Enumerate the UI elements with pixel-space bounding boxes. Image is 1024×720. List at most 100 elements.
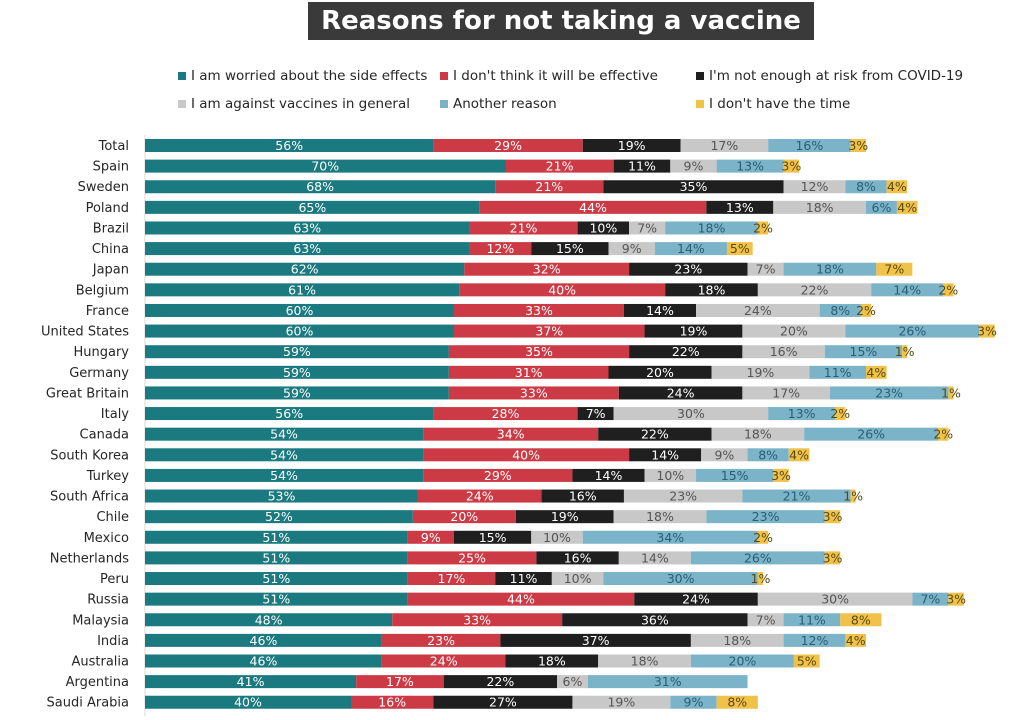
- data-label: 31%: [515, 365, 543, 380]
- bar-segment: [495, 180, 604, 194]
- data-label: 1%: [751, 571, 771, 586]
- bar-segment: [783, 159, 800, 173]
- bar-segment: [433, 139, 583, 152]
- data-label: 18%: [538, 654, 566, 669]
- bar-segment: [876, 262, 913, 276]
- data-label: 15%: [556, 241, 584, 256]
- data-label: 20%: [646, 365, 674, 380]
- bar-segment: [613, 159, 671, 173]
- bar-segment: [145, 551, 408, 565]
- data-label: 9%: [684, 159, 704, 174]
- data-label: 46%: [250, 633, 278, 648]
- data-label: 26%: [898, 324, 926, 339]
- bar-segment: [742, 489, 851, 503]
- bar-segment: [423, 448, 630, 462]
- bar-segment: [577, 407, 614, 421]
- legend-swatch: [440, 100, 448, 108]
- data-label: 18%: [631, 654, 659, 669]
- data-label: 1%: [895, 344, 915, 359]
- bar-segment: [417, 489, 542, 503]
- data-label: 63%: [293, 220, 321, 235]
- data-label: 7%: [586, 406, 606, 421]
- bar-segment: [773, 468, 789, 482]
- bar-segment: [381, 654, 506, 668]
- category-label: Poland: [86, 201, 129, 216]
- category-label: Netherlands: [50, 551, 129, 566]
- data-label: 3%: [977, 324, 997, 339]
- bar-segment: [757, 572, 763, 586]
- bar-segment: [145, 386, 449, 400]
- bar-segment: [783, 613, 841, 627]
- bar-segment: [742, 324, 846, 338]
- data-label: 12%: [801, 633, 829, 648]
- bar-segment: [829, 386, 949, 400]
- bar-segment: [716, 159, 784, 173]
- data-label: 19%: [607, 695, 635, 710]
- bar-segment: [896, 200, 918, 214]
- bar-segment: [603, 572, 758, 586]
- bar-segment: [531, 242, 609, 256]
- bar-segment: [587, 675, 748, 689]
- bar-segment: [541, 489, 624, 503]
- bar-segment: [665, 221, 758, 235]
- legend: I am worried about the side effects I don…: [178, 66, 978, 116]
- bar-segment: [582, 530, 758, 544]
- chart-title: Reasons for not taking a vaccine: [321, 6, 801, 36]
- bar-segment: [495, 572, 552, 586]
- bar-segment: [716, 695, 758, 709]
- bar-segment: [433, 407, 578, 421]
- bar-segment: [500, 633, 691, 647]
- data-label: 53%: [268, 489, 296, 504]
- bar-segment: [747, 613, 784, 627]
- data-label: 8%: [727, 695, 747, 710]
- data-label: 7%: [756, 612, 776, 627]
- bar-segment: [629, 262, 748, 276]
- data-label: 23%: [752, 509, 780, 524]
- data-label: 65%: [298, 200, 326, 215]
- data-label: 8%: [758, 447, 778, 462]
- bar-segment: [598, 654, 691, 668]
- bar-segment: [845, 180, 887, 194]
- bar-segment: [613, 510, 707, 524]
- bar-segment: [562, 613, 748, 627]
- bar-segment: [629, 345, 743, 359]
- bar-segment: [145, 572, 408, 586]
- bar-segment: [629, 448, 702, 462]
- bar-segment: [711, 427, 805, 441]
- bar-segment: [381, 633, 501, 647]
- data-label: 14%: [893, 282, 921, 297]
- bar-segment: [145, 200, 480, 214]
- bar-segment: [531, 530, 583, 544]
- data-label: 2%: [753, 530, 773, 545]
- data-label: 16%: [569, 489, 597, 504]
- data-label: 7%: [920, 592, 940, 607]
- bar-segment: [690, 551, 825, 565]
- bar-segment: [412, 510, 516, 524]
- data-label: 13%: [726, 200, 754, 215]
- data-label: 21%: [535, 179, 563, 194]
- data-label: 3%: [823, 550, 843, 565]
- bar-segment: [145, 695, 351, 709]
- data-label: 18%: [646, 509, 674, 524]
- bar-segment: [711, 365, 810, 379]
- data-label: 22%: [801, 282, 829, 297]
- data-label: 56%: [275, 406, 303, 421]
- bar-segment: [618, 386, 743, 400]
- data-label: 61%: [288, 282, 316, 297]
- bar-segment: [809, 365, 866, 379]
- data-label: 70%: [311, 159, 339, 174]
- data-label: 30%: [667, 571, 695, 586]
- bar-segment: [145, 345, 449, 359]
- bar-segment: [145, 365, 449, 379]
- data-label: 26%: [744, 550, 772, 565]
- data-label: 11%: [510, 571, 538, 586]
- data-label: 24%: [430, 654, 458, 669]
- bar-segment: [824, 551, 841, 565]
- bar-segment: [768, 407, 836, 421]
- data-label: 10%: [656, 468, 684, 483]
- data-label: 6%: [872, 200, 892, 215]
- legend-label: I am against vaccines in general: [191, 96, 410, 112]
- data-label: 14%: [641, 550, 669, 565]
- category-label: Italy: [101, 407, 130, 422]
- bar-segment: [145, 448, 424, 462]
